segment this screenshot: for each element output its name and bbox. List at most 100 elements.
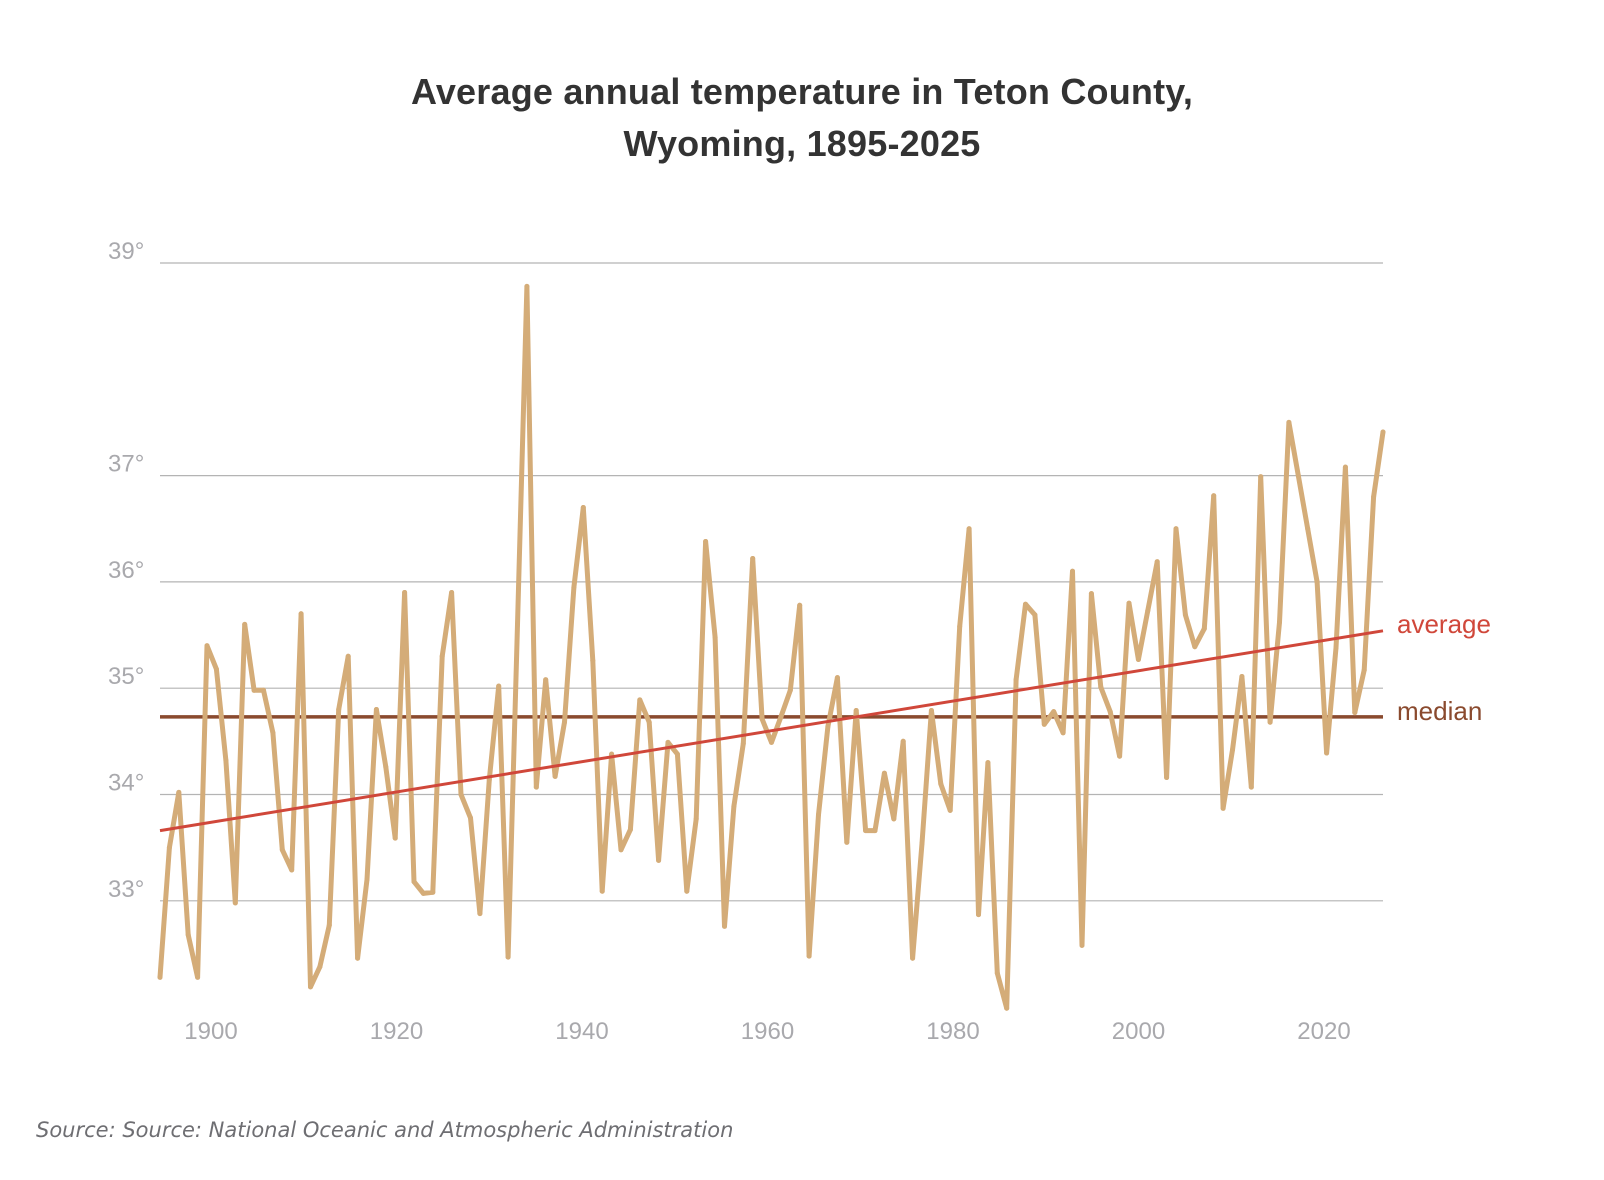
data-point-1951 bbox=[684, 888, 690, 894]
x-tick-label-1960: 1960 bbox=[741, 1018, 794, 1045]
data-point-1928 bbox=[468, 815, 473, 821]
average-trend-line bbox=[159, 629, 1384, 833]
data-point-2009 bbox=[1230, 747, 1235, 753]
data-point-1942 bbox=[599, 888, 605, 894]
y-tick-label-34: 34° bbox=[108, 770, 144, 797]
chart-title-line-1: Average annual temperature in Teton Coun… bbox=[410, 71, 1194, 112]
x-axis-ticks: 1900 1920 1940 1960 1980 2000 2020 bbox=[184, 1018, 1350, 1045]
data-point-1999 bbox=[1135, 657, 1141, 662]
y-axis-ticks: 33° 34° 35° 36° 37° 39° bbox=[108, 238, 144, 903]
y-tick-label-36: 36° bbox=[108, 557, 144, 584]
data-point-2012 bbox=[1258, 474, 1264, 480]
data-point-1927 bbox=[458, 792, 464, 797]
data-point-1944 bbox=[618, 847, 624, 853]
data-point-1921 bbox=[402, 590, 408, 595]
data-point-2020 bbox=[1333, 645, 1339, 651]
data-point-1989 bbox=[1041, 721, 1047, 727]
temperature-series bbox=[157, 283, 1386, 1011]
data-point-2015 bbox=[1286, 419, 1292, 425]
data-point-1964 bbox=[806, 953, 812, 959]
data-point-1907 bbox=[270, 730, 276, 736]
gridlines bbox=[160, 262, 1383, 902]
data-point-1924 bbox=[430, 889, 436, 895]
data-point-1987 bbox=[1023, 601, 1028, 607]
data-point-1969 bbox=[853, 708, 859, 713]
data-point-1931 bbox=[496, 683, 502, 689]
data-point-1957 bbox=[740, 741, 746, 746]
data-point-1948 bbox=[656, 857, 662, 863]
data-point-1953 bbox=[703, 539, 709, 544]
data-point-1897 bbox=[176, 789, 182, 795]
data-point-1995 bbox=[1098, 684, 1104, 690]
data-point-1973 bbox=[891, 816, 897, 822]
y-tick-label-33: 33° bbox=[108, 876, 144, 903]
data-point-2013 bbox=[1267, 719, 1273, 725]
x-tick-label-1900: 1900 bbox=[184, 1018, 237, 1045]
data-point-2004 bbox=[1182, 612, 1188, 618]
data-point-1922 bbox=[411, 879, 417, 885]
data-point-1950 bbox=[674, 751, 680, 757]
y-tick-label-37: 37° bbox=[108, 451, 144, 478]
average-line-group bbox=[159, 629, 1384, 833]
data-point-1986 bbox=[1013, 677, 1019, 683]
data-point-1962 bbox=[787, 687, 793, 693]
data-point-1910 bbox=[298, 611, 304, 617]
data-point-1936 bbox=[543, 677, 549, 683]
data-point-2000 bbox=[1145, 608, 1151, 614]
data-point-1938 bbox=[562, 719, 567, 725]
data-point-2006 bbox=[1201, 626, 1207, 632]
data-point-1970 bbox=[863, 828, 869, 834]
data-point-2019 bbox=[1324, 750, 1330, 756]
average-label: average bbox=[1397, 609, 1491, 639]
data-point-2002 bbox=[1164, 775, 1170, 780]
data-point-2008 bbox=[1220, 805, 1226, 811]
chart-title-line-2: Wyoming, 1895-2025 bbox=[623, 123, 981, 164]
data-point-2016 bbox=[1295, 473, 1301, 479]
data-point-1961 bbox=[778, 714, 784, 720]
data-point-1980 bbox=[957, 624, 963, 629]
data-point-1941 bbox=[590, 658, 596, 664]
data-point-2005 bbox=[1192, 644, 1198, 650]
data-point-1908 bbox=[279, 847, 285, 853]
x-tick-label-2000: 2000 bbox=[1112, 1018, 1165, 1045]
data-point-1968 bbox=[844, 839, 850, 845]
data-point-1946 bbox=[637, 697, 643, 703]
y-tick-label-39: 39° bbox=[108, 238, 144, 265]
data-point-1991 bbox=[1060, 730, 1066, 736]
data-point-1985 bbox=[1004, 1005, 1010, 1011]
data-point-1915 bbox=[345, 653, 351, 659]
data-point-1902 bbox=[223, 758, 229, 763]
data-point-1979 bbox=[947, 807, 953, 813]
data-point-1923 bbox=[420, 890, 426, 896]
data-point-1913 bbox=[326, 922, 332, 928]
data-point-1982 bbox=[976, 912, 981, 918]
data-point-1990 bbox=[1051, 709, 1057, 715]
data-point-1904 bbox=[242, 621, 248, 627]
temperature-line bbox=[157, 283, 1386, 1011]
data-point-1914 bbox=[336, 707, 342, 712]
data-point-1974 bbox=[900, 738, 906, 744]
data-point-1916 bbox=[355, 955, 361, 961]
data-point-1997 bbox=[1117, 753, 1123, 759]
source-note: Source: Source: National Oceanic and Atm… bbox=[36, 1118, 734, 1142]
data-point-1939 bbox=[571, 584, 577, 590]
data-point-1966 bbox=[825, 724, 831, 729]
x-tick-label-2020: 2020 bbox=[1297, 1018, 1350, 1045]
data-point-1899 bbox=[195, 974, 201, 980]
data-point-1912 bbox=[317, 964, 323, 970]
data-point-1960 bbox=[769, 739, 774, 745]
data-point-1976 bbox=[919, 840, 925, 846]
data-point-1977 bbox=[928, 708, 934, 713]
data-point-2017 bbox=[1305, 526, 1311, 532]
y-tick-label-35: 35° bbox=[108, 663, 144, 690]
data-point-1992 bbox=[1070, 568, 1075, 574]
data-point-1917 bbox=[364, 877, 370, 882]
data-point-1971 bbox=[872, 828, 878, 834]
data-point-1994 bbox=[1088, 591, 1094, 597]
data-point-1940 bbox=[580, 505, 586, 510]
data-point-2023 bbox=[1361, 667, 1367, 673]
data-point-1926 bbox=[449, 590, 455, 595]
data-point-2003 bbox=[1173, 526, 1179, 532]
data-point-2021 bbox=[1342, 464, 1348, 470]
